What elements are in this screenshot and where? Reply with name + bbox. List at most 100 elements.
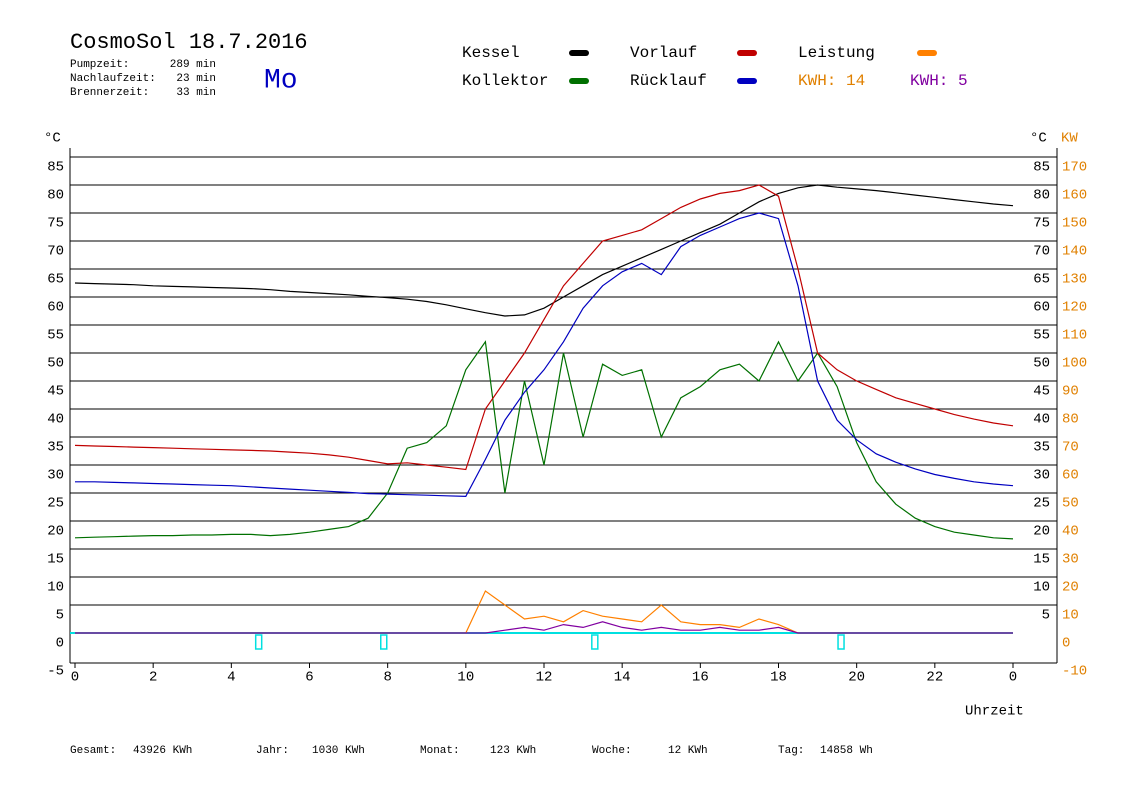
footer-label: Woche:: [592, 745, 632, 757]
y-right-tick-label: 60: [1033, 300, 1050, 316]
y-tick-label: 50: [47, 356, 64, 372]
y-tick-label: 55: [47, 328, 64, 344]
y2-tick-label: 100: [1062, 356, 1087, 372]
y-right-tick-label: 40: [1033, 412, 1050, 428]
y-tick-label: 35: [47, 440, 64, 456]
y-tick-label: 40: [47, 412, 64, 428]
y2-tick-label: 130: [1062, 272, 1087, 288]
x-tick-label: 16: [692, 670, 709, 686]
y-right-tick-label: 75: [1033, 216, 1050, 232]
y2-tick-label: 110: [1062, 328, 1087, 344]
footer-label: Gesamt:: [70, 745, 116, 757]
y-right-tick-label: 35: [1033, 440, 1050, 456]
series-line: [74, 340, 1014, 540]
y-tick-label: 80: [47, 188, 64, 204]
stat-label: Pumpzeit:: [70, 59, 129, 71]
series-line: [74, 184, 1014, 317]
legend-label: Kollektor: [462, 72, 548, 90]
y2-tick-label: 10: [1062, 608, 1079, 624]
series-line: [75, 590, 1013, 634]
y-right-tick-label: 30: [1033, 468, 1050, 484]
y2-tick-label: 120: [1062, 300, 1087, 316]
y2-tick-label: 50: [1062, 496, 1079, 512]
y-tick-label: 60: [47, 300, 64, 316]
footer-value: 43926 KWh: [133, 745, 192, 757]
y-tick-label: 65: [47, 272, 64, 288]
y-right-tick-label: 10: [1033, 580, 1050, 596]
y-right-tick-label: 5: [1042, 608, 1050, 624]
y-right-tick-label: 65: [1033, 272, 1050, 288]
x-tick-label: 8: [383, 670, 391, 686]
stat-label: Brennerzeit:: [70, 87, 149, 99]
y2-unit-label: KW: [1061, 131, 1078, 147]
y2-tick-label: 60: [1062, 468, 1079, 484]
x-axis-label: Uhrzeit: [965, 704, 1024, 720]
footer-value: 12 KWh: [668, 745, 708, 757]
y-right-tick-label: 20: [1033, 524, 1050, 540]
y-right-tick-label: 15: [1033, 552, 1050, 568]
x-tick-label: 2: [149, 670, 157, 686]
stat-label: Nachlaufzeit:: [70, 73, 156, 85]
x-tick-label: 20: [848, 670, 865, 686]
footer-value: 1030 KWh: [312, 745, 365, 757]
y-right-tick-label: 85: [1033, 160, 1050, 176]
day-label: Mo: [264, 65, 298, 96]
pump-marker: [837, 634, 845, 650]
y-tick-label: 85: [47, 160, 64, 176]
footer-value: 123 KWh: [490, 745, 536, 757]
x-tick-label: 22: [926, 670, 943, 686]
stat-value: 33 min: [176, 87, 216, 99]
y2-tick-label: 150: [1062, 216, 1087, 232]
footer-value: 14858 Wh: [820, 745, 873, 757]
footer-label: Tag:: [778, 745, 804, 757]
y2-axis-label: °C: [1030, 131, 1047, 147]
legend-label: Kessel: [462, 44, 520, 62]
y2-tick-label: 80: [1062, 412, 1079, 428]
x-tick-label: 4: [227, 670, 235, 686]
y2-tick-label: 0: [1062, 636, 1070, 652]
y2-tick-label: 90: [1062, 384, 1079, 400]
x-tick-label: 14: [614, 670, 631, 686]
y-tick-label: 10: [47, 580, 64, 596]
y-tick-label: 45: [47, 384, 64, 400]
y2-tick-label: 70: [1062, 440, 1079, 456]
x-tick-label: 0: [1009, 670, 1017, 686]
x-tick-label: 10: [457, 670, 474, 686]
y-tick-label: 30: [47, 468, 64, 484]
y2-tick-label: 160: [1062, 188, 1087, 204]
kwh-label: KWH: 14: [798, 72, 865, 90]
y-tick-label: -5: [47, 664, 64, 680]
x-tick-label: 0: [71, 670, 79, 686]
y-axis-label: °C: [44, 131, 61, 147]
y-right-tick-label: 55: [1033, 328, 1050, 344]
y2-tick-label: -10: [1062, 664, 1087, 680]
x-tick-label: 12: [536, 670, 553, 686]
series-line: [75, 212, 1014, 498]
y2-tick-label: 30: [1062, 552, 1079, 568]
y-tick-label: 5: [56, 608, 64, 624]
pump-marker: [254, 634, 263, 650]
y-right-tick-label: 80: [1033, 188, 1050, 204]
legend-label: Leistung: [798, 44, 875, 62]
kwh-label: KWH: 5: [910, 72, 968, 90]
pump-marker: [591, 634, 599, 650]
y2-tick-label: 40: [1062, 524, 1079, 540]
y-tick-label: 15: [47, 552, 64, 568]
y-tick-label: 0: [56, 636, 64, 652]
series-line: [75, 621, 1013, 634]
y-right-tick-label: 50: [1033, 356, 1050, 372]
y-tick-label: 70: [47, 244, 64, 260]
pump-marker: [380, 634, 388, 650]
y2-tick-label: 140: [1062, 244, 1087, 260]
legend-label: Rücklauf: [630, 72, 707, 90]
x-tick-label: 6: [305, 670, 313, 686]
series-line: [74, 184, 1014, 471]
stat-value: 289 min: [170, 59, 216, 71]
x-tick-label: 18: [770, 670, 787, 686]
y-right-tick-label: 70: [1033, 244, 1050, 260]
y-right-tick-label: 25: [1033, 496, 1050, 512]
y2-tick-label: 20: [1062, 580, 1079, 596]
y-tick-label: 25: [47, 496, 64, 512]
y-tick-label: 20: [47, 524, 64, 540]
